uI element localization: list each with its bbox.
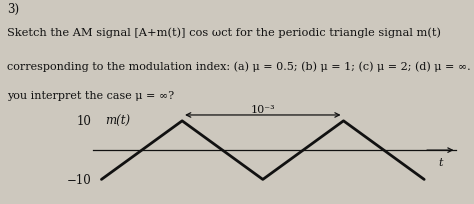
Text: m(t): m(t) — [105, 115, 130, 128]
Text: corresponding to the modulation index: (a) μ = 0.5; (b) μ = 1; (c) μ = 2; (d) μ : corresponding to the modulation index: (… — [7, 61, 474, 71]
Text: −10: −10 — [67, 173, 92, 186]
Text: 10: 10 — [77, 115, 92, 128]
Text: Sketch the AM signal [A+m(t)] cos ωct for the periodic triangle signal m(t): Sketch the AM signal [A+m(t)] cos ωct fo… — [7, 27, 441, 38]
Text: t: t — [439, 158, 443, 168]
Text: you interpret the case μ = ∞?: you interpret the case μ = ∞? — [7, 90, 174, 100]
Text: 3): 3) — [7, 3, 19, 16]
Text: 10⁻³: 10⁻³ — [250, 104, 275, 114]
